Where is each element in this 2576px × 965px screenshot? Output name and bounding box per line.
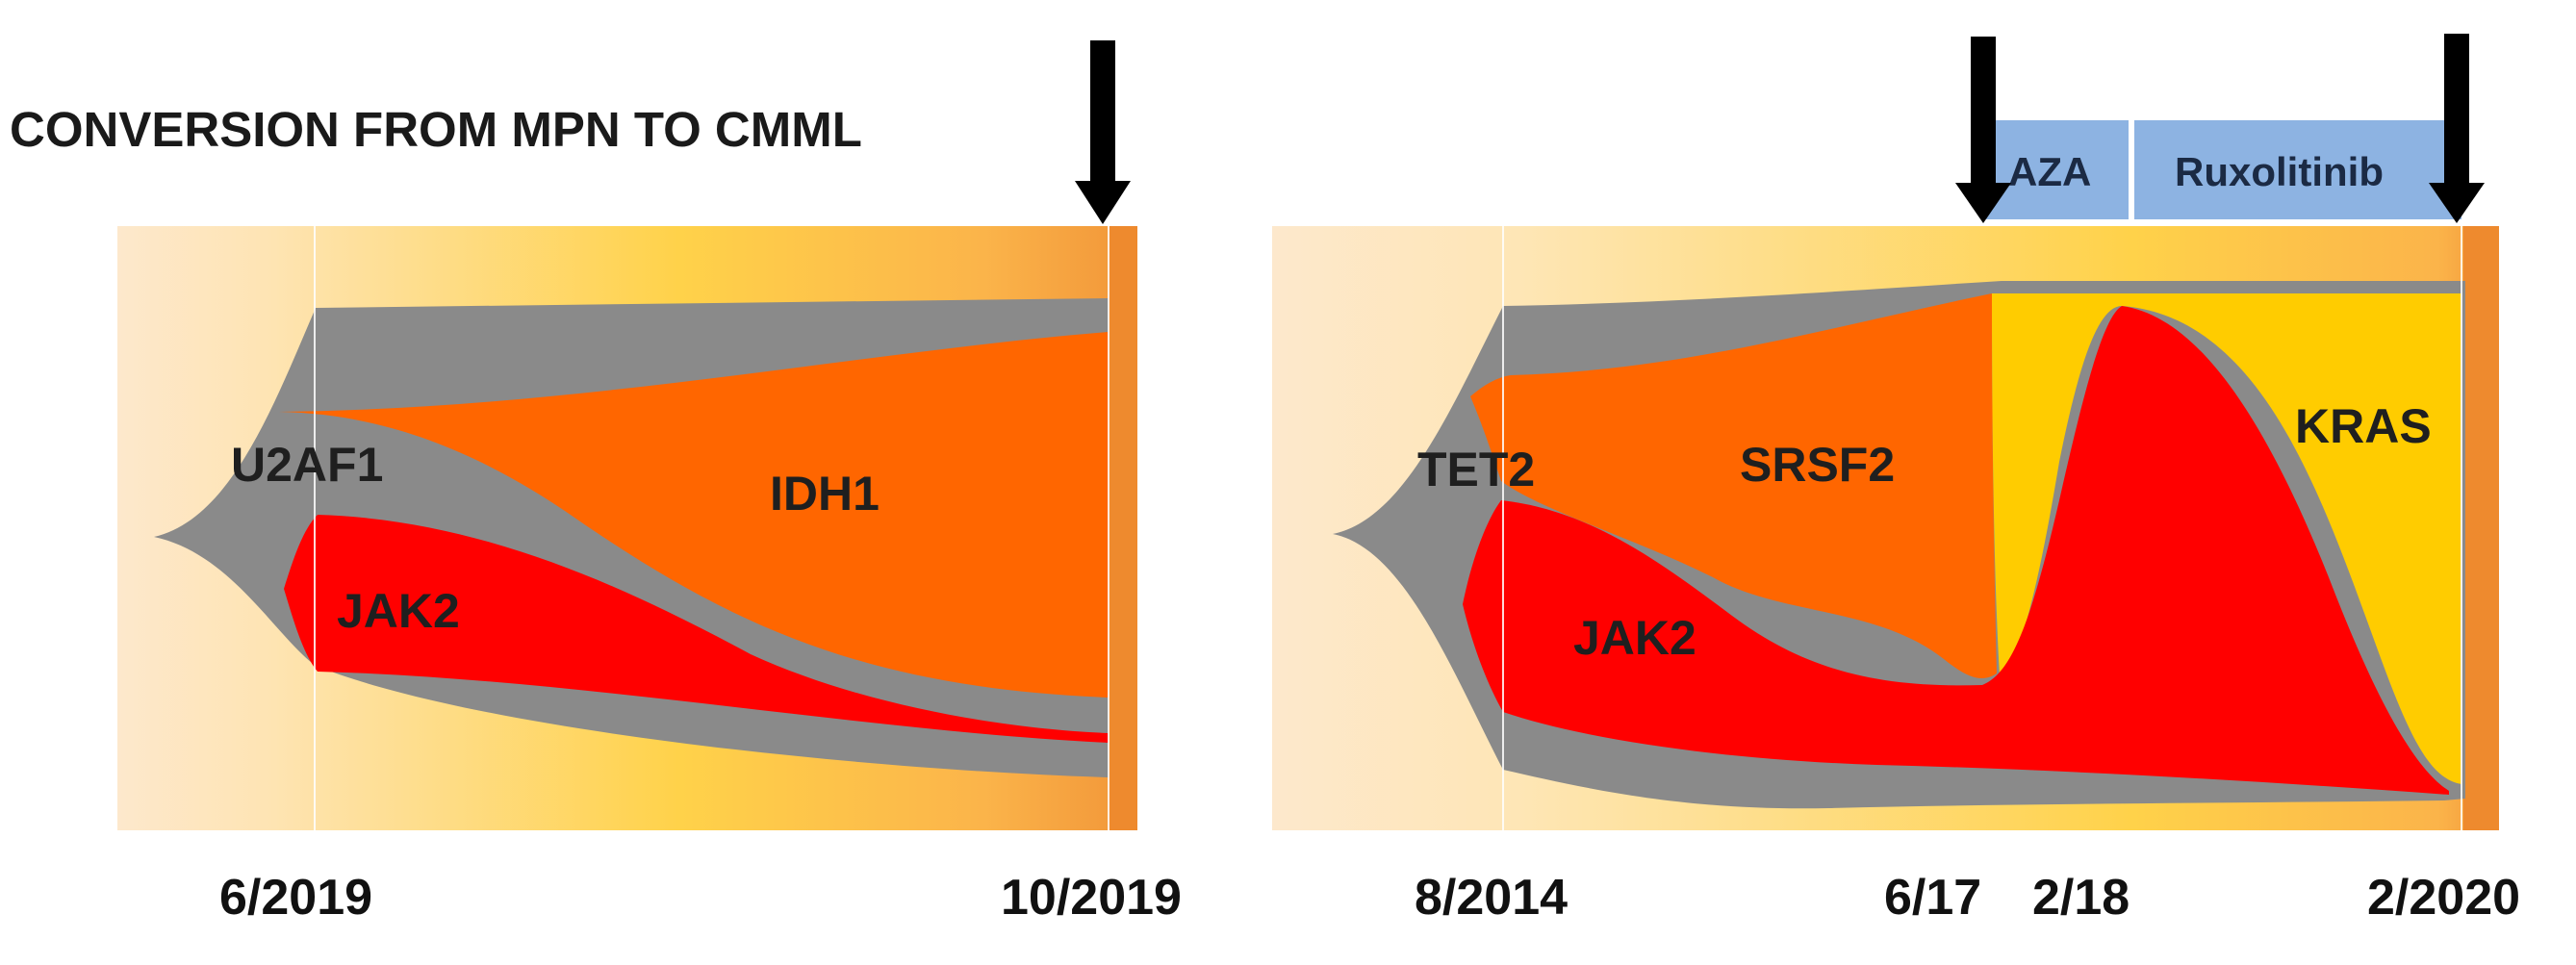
right-date-2: 6/17 — [1884, 870, 1981, 926]
right-date-1: 8/2014 — [1415, 870, 1568, 926]
treatment-aza-label: AZA — [2008, 149, 2091, 194]
left-label-jak2: JAK2 — [337, 584, 460, 638]
right-date-4: 2/2020 — [2367, 870, 2520, 926]
right-label-tet2: TET2 — [1417, 443, 1535, 496]
left-label-u2af1: U2AF1 — [231, 438, 383, 492]
left-jak2-clone — [284, 515, 1109, 743]
left-label-idh1: IDH1 — [770, 467, 880, 521]
left-panel-end-band — [1109, 226, 1137, 830]
right-kras-clone — [1992, 293, 2461, 784]
left-arrow-icon — [1075, 40, 1131, 224]
treatment-aza-box — [1984, 120, 2129, 219]
left-idh1-clone — [279, 332, 1109, 698]
right-panel-end-band — [2463, 226, 2499, 830]
left-date-1: 6/2019 — [219, 870, 372, 926]
right-arrow-icon-1 — [1955, 37, 2011, 223]
right-arrow-icon-2 — [2429, 34, 2485, 223]
figure-title: CONVERSION FROM MPN TO CMML — [10, 102, 862, 157]
right-date-3: 2/18 — [2032, 870, 2130, 926]
right-srsf2-clone — [1470, 293, 1997, 678]
right-label-jak2: JAK2 — [1573, 611, 1696, 665]
treatment-ruxolitinib-label: Ruxolitinib — [2175, 149, 2384, 194]
left-fishplot: U2AF1 IDH1 JAK2 6/2019 10/2019 — [117, 40, 1182, 926]
treatment-ruxolitinib-box — [2134, 120, 2461, 219]
right-fishplot: AZA Ruxolitinib TET2 SRSF2 JAK2 KRAS 8/2… — [1272, 34, 2520, 926]
left-date-2: 10/2019 — [1001, 870, 1182, 926]
right-jak2-clone — [1463, 306, 2449, 795]
right-label-kras: KRAS — [2295, 399, 2432, 453]
right-label-srsf2: SRSF2 — [1740, 438, 1895, 492]
